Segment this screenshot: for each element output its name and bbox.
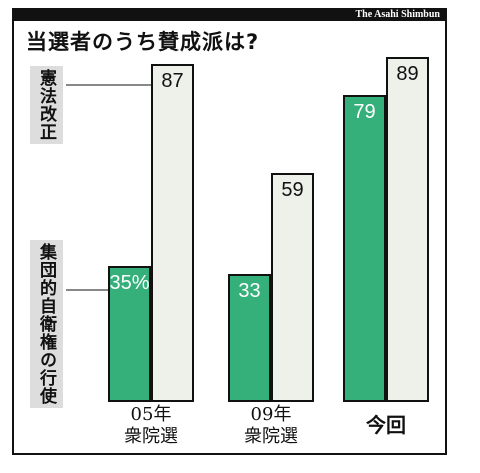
bar xyxy=(386,56,429,402)
chart-title: 当選者のうち賛成派は? xyxy=(26,30,260,54)
bar xyxy=(108,266,151,402)
value-label: 59 xyxy=(281,179,304,202)
x-tick-label: 05年 衆院選 xyxy=(124,404,178,447)
x-tick-label: 09年 衆院選 xyxy=(244,404,298,447)
bar xyxy=(151,64,194,402)
value-label: 87 xyxy=(161,70,184,93)
legend-label: 集団的自衛権の行使 xyxy=(30,240,63,408)
bar xyxy=(228,273,271,402)
bar xyxy=(271,173,314,402)
header-bar xyxy=(12,8,447,21)
value-label: 35% xyxy=(109,272,150,295)
value-label: 79 xyxy=(353,101,376,124)
bar xyxy=(343,95,386,402)
legend-label: 憲法改正 xyxy=(30,66,63,144)
value-label: 89 xyxy=(396,62,419,85)
x-tick-label: 今回 xyxy=(366,413,406,437)
credit: The Asahi Shimbun xyxy=(355,9,441,20)
value-label: 33 xyxy=(238,279,261,302)
